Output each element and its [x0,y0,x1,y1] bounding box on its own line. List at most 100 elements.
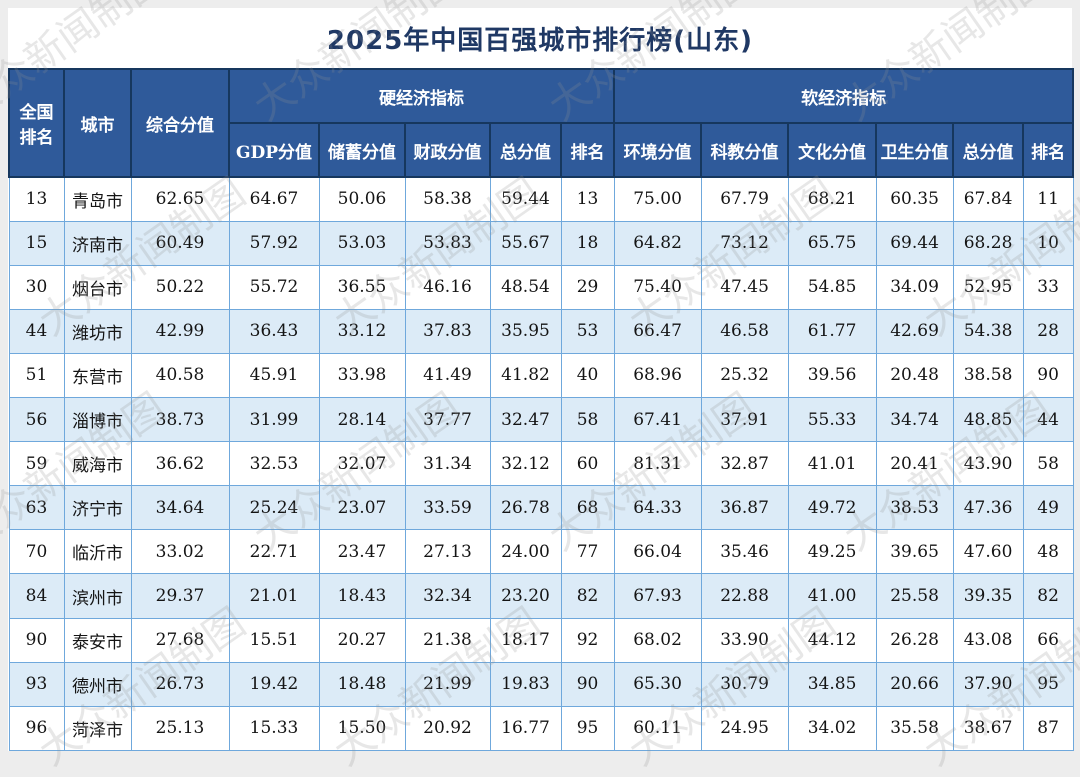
cell-composite-score: 40.58 [130,352,230,399]
cell-city: 济宁市 [63,485,132,531]
cell-environment-score: 68.96 [613,352,702,399]
cell-national-rank: 51 [8,352,65,399]
cell-savings-score: 15.50 [318,705,406,752]
cell-national-rank: 59 [8,441,65,487]
cell-national-rank: 56 [8,397,65,443]
cell-soft-rank: 49 [1022,485,1074,531]
cell-soft-total-score: 37.90 [952,661,1024,707]
cell-savings-score: 36.55 [318,264,406,310]
cell-city: 淄博市 [63,397,132,443]
cell-science-education-score: 33.90 [700,617,789,663]
cell-culture-score: 68.21 [787,176,877,222]
cell-fiscal-score: 53.83 [404,220,491,266]
table-row: 44 潍坊市 42.99 36.43 33.12 37.83 35.95 53 66.47 46.… [8,308,1074,354]
col-header-science-education-score: 科教分值 [700,122,790,178]
cell-national-rank: 96 [8,705,65,752]
cell-culture-score: 39.56 [787,352,877,399]
cell-science-education-score: 22.88 [700,573,789,619]
cell-science-education-score: 35.46 [700,529,789,575]
cell-culture-score: 44.12 [787,617,877,663]
table-row: 51 东营市 40.58 45.91 33.98 41.49 41.82 40 68.96 25.… [8,352,1074,399]
cell-fiscal-score: 41.49 [404,352,491,399]
cell-hard-total-score: 41.82 [489,352,562,399]
cell-soft-total-score: 67.84 [952,176,1024,222]
cell-culture-score: 61.77 [787,308,877,354]
cell-health-score: 38.53 [875,485,954,531]
cell-hard-rank: 90 [560,661,615,707]
cell-fiscal-score: 27.13 [404,529,491,575]
cell-gdp-score: 45.91 [228,352,320,399]
cell-science-education-score: 67.79 [700,176,789,222]
cell-science-education-score: 73.12 [700,220,789,266]
cell-gdp-score: 25.24 [228,485,320,531]
cell-composite-score: 33.02 [130,529,230,575]
cell-soft-rank: 90 [1022,352,1074,399]
cell-composite-score: 36.62 [130,441,230,487]
cell-health-score: 39.65 [875,529,954,575]
cell-city: 德州市 [63,661,132,707]
page-title: 2025年中国百强城市排行榜(山东) [326,25,754,56]
cell-health-score: 34.09 [875,264,954,310]
cell-savings-score: 33.12 [318,308,406,354]
cell-national-rank: 63 [8,485,65,531]
cell-gdp-score: 21.01 [228,573,320,619]
cell-hard-rank: 82 [560,573,615,619]
cell-health-score: 25.58 [875,573,954,619]
cell-composite-score: 60.49 [130,220,230,266]
cell-gdp-score: 64.67 [228,176,320,222]
cell-soft-total-score: 48.85 [952,397,1024,443]
table-row: 96 菏泽市 25.13 15.33 15.50 20.92 16.77 95 60.11 24.… [8,705,1074,752]
cell-soft-total-score: 39.35 [952,573,1024,619]
cell-fiscal-score: 37.77 [404,397,491,443]
cell-national-rank: 90 [8,617,65,663]
cell-health-score: 69.44 [875,220,954,266]
cell-savings-score: 53.03 [318,220,406,266]
cell-science-education-score: 46.58 [700,308,789,354]
cell-soft-rank: 28 [1022,308,1074,354]
cell-city: 济南市 [63,220,132,266]
cell-hard-total-score: 35.95 [489,308,562,354]
cell-soft-rank: 95 [1022,661,1074,707]
cell-science-education-score: 47.45 [700,264,789,310]
cell-environment-score: 60.11 [613,705,702,752]
cell-city: 临沂市 [63,529,132,575]
cell-hard-total-score: 23.20 [489,573,562,619]
cell-culture-score: 34.02 [787,705,877,752]
cell-soft-rank: 58 [1022,441,1074,487]
cell-culture-score: 34.85 [787,661,877,707]
cell-hard-total-score: 55.67 [489,220,562,266]
cell-hard-rank: 68 [560,485,615,531]
cell-savings-score: 23.47 [318,529,406,575]
cell-gdp-score: 57.92 [228,220,320,266]
cell-science-education-score: 36.87 [700,485,789,531]
table-row: 84 滨州市 29.37 21.01 18.43 32.34 23.20 82 67.93 22.… [8,573,1074,619]
table-row: 56 淄博市 38.73 31.99 28.14 37.77 32.47 58 67.41 37.… [8,397,1074,443]
cell-soft-total-score: 68.28 [952,220,1024,266]
cell-hard-total-score: 32.12 [489,441,562,487]
cell-national-rank: 44 [8,308,65,354]
cell-composite-score: 50.22 [130,264,230,310]
col-header-hard-rank: 排名 [559,122,616,178]
col-group-hard-economy: 硬经济指标 [227,68,616,124]
cell-hard-rank: 95 [560,705,615,752]
cell-health-score: 60.35 [875,176,954,222]
cell-hard-rank: 92 [560,617,615,663]
table-row: 63 济宁市 34.64 25.24 23.07 33.59 26.78 68 64.33 36.… [8,485,1074,531]
col-header-national-rank: 全国排名 [8,68,65,178]
col-header-soft-total-score: 总分值 [952,122,1025,178]
cell-fiscal-score: 37.83 [404,308,491,354]
header-sub-row: GDP分值 储蓄分值 财政分值 总分值 排名 环境分值 科教分值 文化分值 卫生… [9,122,1075,178]
cell-soft-rank: 11 [1022,176,1074,222]
cell-hard-total-score: 26.78 [489,485,562,531]
cell-environment-score: 67.93 [613,573,702,619]
cell-fiscal-score: 32.34 [404,573,491,619]
cell-hard-total-score: 32.47 [489,397,562,443]
cell-hard-rank: 13 [560,176,615,222]
cell-national-rank: 70 [8,529,65,575]
col-header-city: 城市 [63,68,132,178]
cell-health-score: 20.48 [875,352,954,399]
cell-soft-total-score: 38.58 [952,352,1024,399]
cell-national-rank: 30 [8,264,65,310]
cell-composite-score: 38.73 [130,397,230,443]
cell-gdp-score: 55.72 [228,264,320,310]
